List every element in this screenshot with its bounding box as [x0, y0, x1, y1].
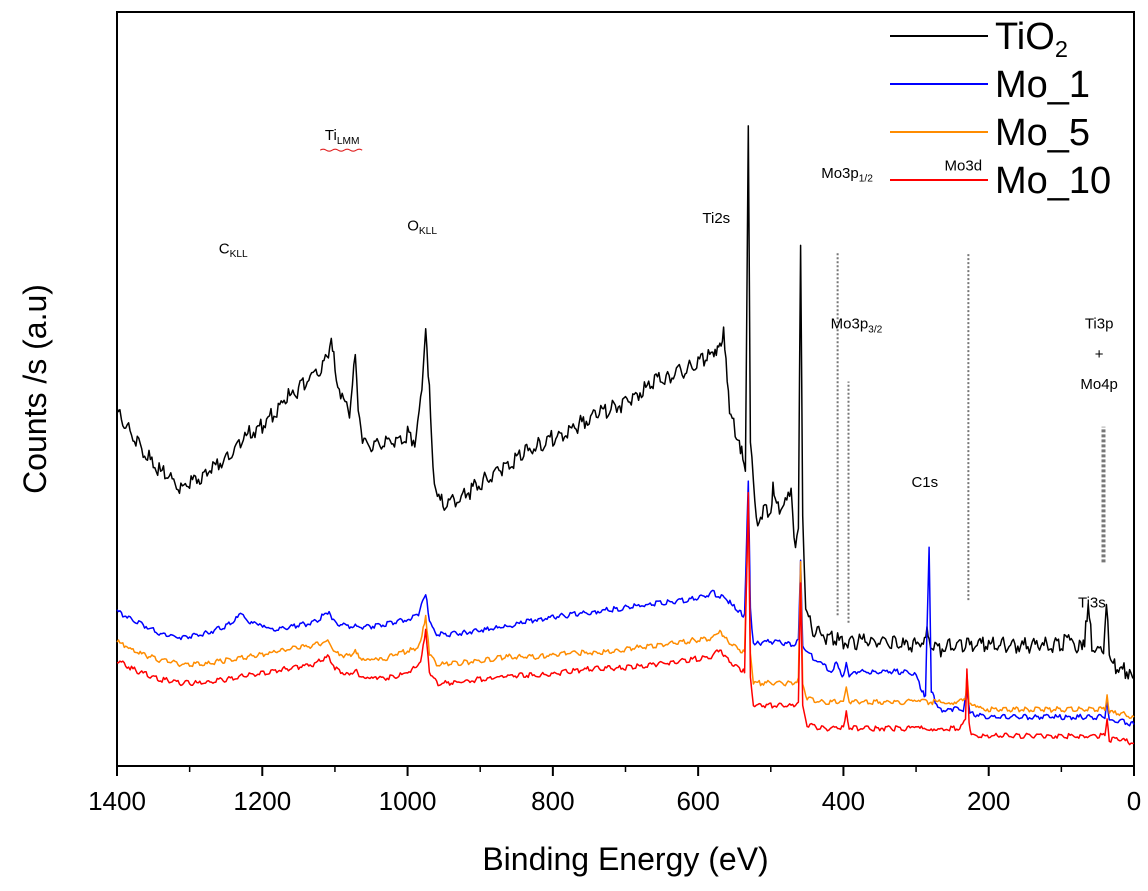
- peak-label-ti3p-line2-text: +: [1095, 346, 1104, 363]
- peak-label-mo3p32-text: Mo3p: [831, 316, 869, 333]
- x-tick-label: 200: [967, 786, 1010, 816]
- legend-label-mo-10: Mo_10: [995, 160, 1111, 202]
- marker-lines: [836, 253, 1106, 623]
- x-tick-label: 800: [531, 786, 574, 816]
- peak-label-mo3p12-subscript: 1/2: [859, 173, 873, 184]
- legend-label-text: Mo_5: [995, 112, 1090, 154]
- peak-label-mo3p12: Mo3p1/2: [821, 165, 873, 185]
- peak-label-tilmm-subscript: LMM: [337, 136, 360, 147]
- peak-label-ckll-text: C: [219, 240, 230, 257]
- peak-label-ti2s: Ti2s: [702, 210, 730, 227]
- x-tick-label: 1400: [88, 786, 146, 816]
- peak-label-ckll-subscript: KLL: [230, 249, 248, 260]
- spellcheck-underline: [319, 148, 363, 152]
- peak-label-mo3d-text: Mo3d: [945, 157, 983, 174]
- legend-label-text: Mo_10: [995, 160, 1111, 202]
- legend-label-text: Mo_1: [995, 64, 1090, 106]
- peak-label-okll: OKLL: [407, 218, 437, 238]
- x-tick-label: 0: [1127, 786, 1141, 816]
- x-tick-label: 1000: [379, 786, 437, 816]
- peak-label-ti3p-line1: Ti3p: [1085, 316, 1114, 333]
- x-axis: 1400 1200 1000 800 600 400 200 0 Binding Energy …: [88, 766, 1141, 877]
- series-line-mo-1: [116, 480, 1135, 727]
- peak-label-ti3s: Ti3s: [1078, 595, 1106, 612]
- y-axis-title: Counts /s (a.u): [17, 284, 53, 494]
- peak-label-mo3p32: Mo3p3/2: [831, 316, 883, 336]
- peak-label-mo3p12-text: Mo3p: [821, 165, 859, 182]
- peak-label-ti3s-text: Ti3s: [1078, 595, 1106, 612]
- peak-label-okll-text: O: [407, 218, 419, 235]
- legend-label-text: TiO: [995, 16, 1055, 58]
- peak-label-tilmm: TiLMM: [325, 127, 360, 147]
- peak-annotations: CKLLTiLMMOKLLTi2sO1sTi2pMo3p1/2Mo3p3/2Mo…: [219, 127, 1118, 612]
- x-tick-label: 600: [676, 786, 719, 816]
- legend-label-mo-5: Mo_5: [995, 112, 1090, 154]
- x-tick-label: 400: [822, 786, 865, 816]
- peak-label-ti2s-text: Ti2s: [702, 210, 730, 227]
- x-axis-title: Binding Energy (eV): [482, 841, 768, 877]
- peak-label-c1s: C1s: [911, 474, 938, 491]
- series-line-tio2: [116, 125, 1135, 680]
- peak-label-ti3p-line3-text: Mo4p: [1080, 376, 1118, 393]
- series-line-mo-10: [116, 491, 1134, 746]
- peak-label-mo3d: Mo3d: [945, 157, 983, 174]
- series-line-mo-5: [116, 508, 1135, 719]
- x-tick-label: 1200: [233, 786, 291, 816]
- peak-label-ti3p-line2: +: [1095, 346, 1104, 363]
- peak-label-ckll: CKLL: [219, 240, 248, 260]
- legend-label-tio2: TiO2: [995, 16, 1068, 62]
- series-group: [116, 125, 1135, 746]
- peak-label-tilmm-text: Ti: [325, 127, 337, 144]
- legend-label-subscript: 2: [1055, 36, 1068, 62]
- peak-label-mo3p32-subscript: 3/2: [868, 324, 882, 335]
- legend-label-mo-1: Mo_1: [995, 64, 1090, 106]
- peak-label-ti3p-line3: Mo4p: [1080, 376, 1118, 393]
- peak-label-okll-subscript: KLL: [419, 226, 437, 237]
- peak-label-c1s-text: C1s: [911, 474, 938, 491]
- peak-label-ti3p-line1-text: Ti3p: [1085, 316, 1114, 333]
